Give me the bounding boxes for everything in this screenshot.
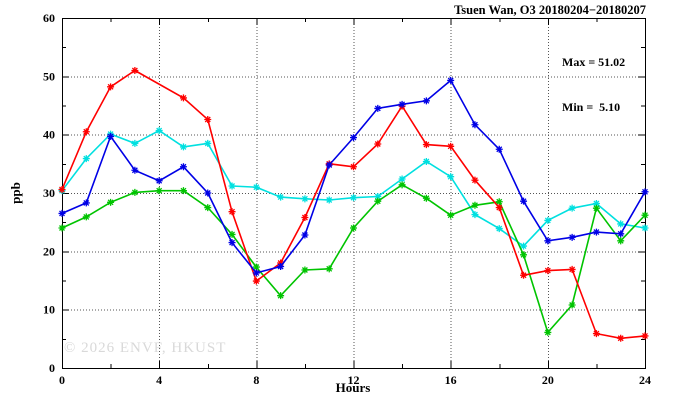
tick-labels: 0 4 8 12 16 20 24 0 10 20 30 40 50 60 <box>43 11 651 387</box>
x-tick-label: 24 <box>639 373 651 387</box>
y-tick-label: 0 <box>49 361 55 375</box>
series-blue-markers <box>58 76 649 277</box>
watermark: © 2026 ENVF, HKUST <box>64 340 227 356</box>
x-tick-label: 8 <box>253 373 259 387</box>
x-tick-label: 12 <box>348 373 360 387</box>
stats-box: Max = 51.02 Min = 5.10 <box>562 25 625 145</box>
y-tick-label: 50 <box>43 69 55 83</box>
series-green-markers <box>58 181 649 336</box>
y-tick-label: 10 <box>43 303 55 317</box>
series-blue-line <box>61 79 646 274</box>
y-tick-label: 20 <box>43 244 55 258</box>
x-tick-label: 0 <box>59 373 65 387</box>
x-tick-label: 16 <box>445 373 457 387</box>
chart-title: Tsuen Wan, O3 20180204−20180207 <box>454 3 646 17</box>
series-green <box>58 181 649 336</box>
x-tick-label: 20 <box>542 373 554 387</box>
stat-min: Min = 5.10 <box>562 100 621 114</box>
y-axis-label: ppb <box>8 182 23 204</box>
series-red-line <box>61 69 646 340</box>
y-tick-label: 60 <box>43 11 55 25</box>
stat-max: Max = 51.02 <box>562 55 626 69</box>
x-tick-label: 4 <box>156 373 162 387</box>
y-tick-label: 40 <box>43 128 55 142</box>
gridlines <box>62 18 645 368</box>
y-tick-label: 30 <box>43 186 55 200</box>
x-axis-label: Hours <box>335 380 371 395</box>
series-blue <box>58 76 649 277</box>
